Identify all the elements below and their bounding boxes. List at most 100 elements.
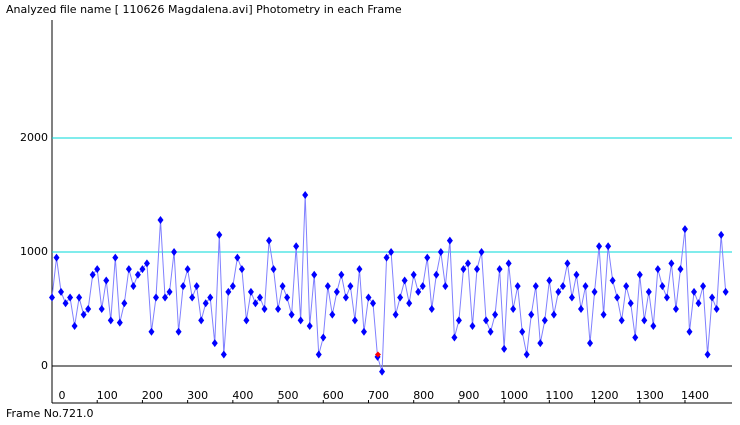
point (487, 327, 494, 336)
point (171, 247, 178, 256)
point (469, 322, 476, 331)
point (668, 259, 675, 268)
point (329, 310, 336, 319)
point (220, 350, 227, 359)
point (464, 259, 471, 268)
x-tick-label: 1400 (681, 389, 709, 402)
point (713, 304, 720, 313)
point (198, 316, 205, 325)
point (623, 282, 630, 291)
point (293, 242, 300, 251)
point (659, 282, 666, 291)
point (284, 293, 291, 302)
point (722, 287, 729, 296)
point (202, 299, 209, 308)
point (71, 322, 78, 331)
point (397, 293, 404, 302)
x-tick-label: 0 (59, 389, 66, 402)
point (695, 299, 702, 308)
point (492, 310, 499, 319)
point (564, 259, 571, 268)
x-tick-label: 900 (458, 389, 479, 402)
y-tick-label: 1000 (20, 245, 48, 258)
point (591, 287, 598, 296)
point (157, 216, 164, 225)
x-tick-label: 1300 (636, 389, 664, 402)
point (193, 282, 200, 291)
frame-label: Frame No.721.0 (6, 407, 94, 420)
x-tick-label: 1200 (591, 389, 619, 402)
point (365, 293, 372, 302)
point (152, 293, 159, 302)
point (211, 339, 218, 348)
point (180, 282, 187, 291)
point (76, 293, 83, 302)
point (419, 282, 426, 291)
point (641, 316, 648, 325)
point (315, 350, 322, 359)
point (130, 282, 137, 291)
point (379, 367, 386, 376)
point (324, 282, 331, 291)
point (582, 282, 589, 291)
x-tick-label: 500 (278, 389, 299, 402)
point (247, 287, 254, 296)
point (537, 339, 544, 348)
point (184, 265, 191, 274)
point (424, 253, 431, 262)
point (587, 339, 594, 348)
point (49, 293, 55, 302)
point (460, 265, 467, 274)
point (709, 293, 716, 302)
point (681, 225, 688, 234)
point (510, 304, 517, 313)
point (718, 230, 725, 239)
point (410, 270, 417, 279)
point (704, 350, 711, 359)
point (62, 299, 69, 308)
x-tick-label: 800 (413, 389, 434, 402)
point (663, 293, 670, 302)
point (139, 265, 146, 274)
point (501, 344, 508, 353)
point (356, 265, 363, 274)
y-tick-label: 0 (41, 359, 48, 372)
point (428, 304, 435, 313)
point (632, 333, 639, 342)
point (523, 350, 530, 359)
point (333, 287, 340, 296)
point (546, 276, 553, 285)
point (266, 236, 273, 245)
point (618, 316, 625, 325)
point (351, 316, 358, 325)
point (103, 276, 110, 285)
point (112, 253, 119, 262)
point (338, 270, 345, 279)
point (216, 230, 223, 239)
point (686, 327, 693, 336)
point (342, 293, 349, 302)
point (600, 310, 607, 319)
point (275, 304, 282, 313)
point (650, 322, 657, 331)
point (125, 265, 132, 274)
point (474, 265, 480, 274)
point (433, 270, 440, 279)
point (541, 316, 548, 325)
point (134, 270, 141, 279)
current-frame-point (374, 351, 381, 358)
point (116, 318, 123, 327)
point (229, 282, 236, 291)
point (148, 327, 155, 336)
point (406, 299, 413, 308)
x-tick-label: 100 (97, 389, 118, 402)
point (261, 304, 268, 313)
point (252, 299, 259, 308)
point (496, 265, 503, 274)
point (80, 310, 87, 319)
point (528, 310, 535, 319)
point (573, 270, 580, 279)
y-tick-label: 2000 (20, 131, 48, 144)
point (636, 270, 643, 279)
